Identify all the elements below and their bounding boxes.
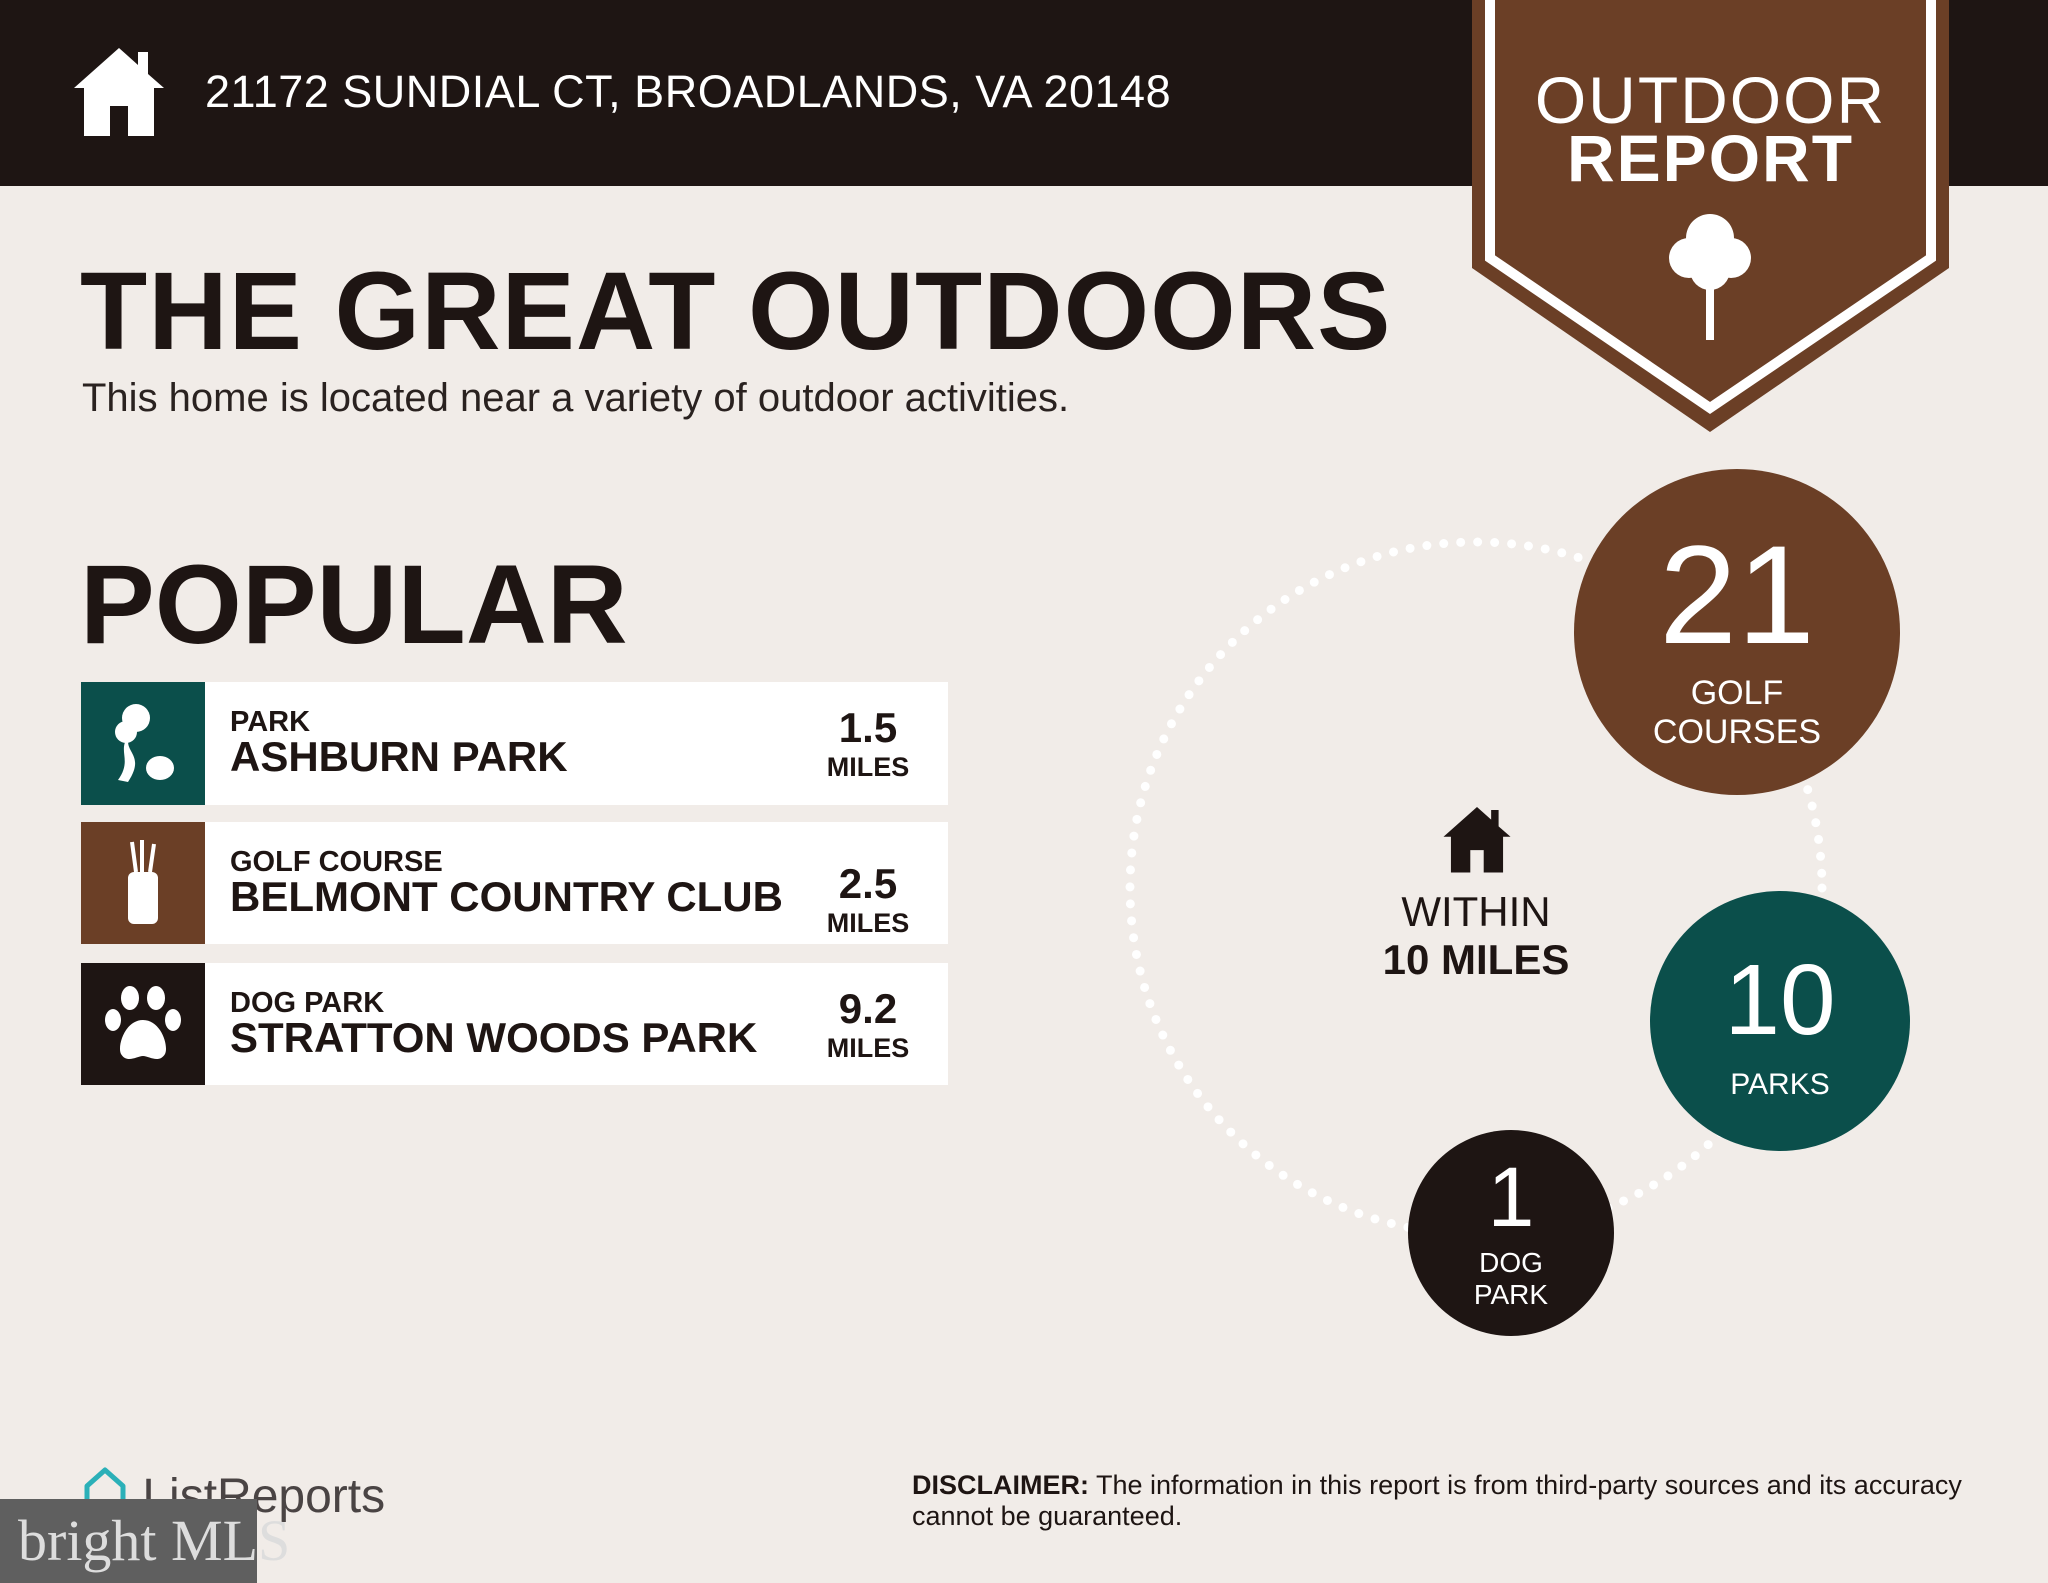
item-distance: 2.5 <box>838 860 898 907</box>
golf-courses-stat: 21 GOLF COURSES <box>1574 469 1900 795</box>
stat-label: COURSES <box>1652 713 1822 751</box>
stat-label: PARKS <box>1730 1068 1830 1101</box>
watermark-text: bright MLS <box>18 1508 291 1573</box>
home-icon <box>74 48 164 136</box>
popular-item: GOLF COURSE BELMONT COUNTRY CLUB 2.5 MILE… <box>81 822 948 944</box>
item-category: GOLF COURSE <box>230 846 443 878</box>
item-name: BELMONT COUNTRY CLUB <box>230 873 783 920</box>
stat-count: 1 <box>1487 1150 1535 1244</box>
item-name: ASHBURN PARK <box>230 733 568 780</box>
item-category: PARK <box>230 706 311 738</box>
item-distance-unit: MILES <box>826 908 910 938</box>
bright-mls-watermark: bright MLS <box>0 1499 290 1583</box>
stat-label: GOLF <box>1690 674 1784 712</box>
badge-title-line1: OUTDOOR <box>1534 63 1887 137</box>
item-distance: 1.5 <box>838 704 898 751</box>
home-icon <box>1443 806 1511 873</box>
item-distance: 9.2 <box>838 985 898 1032</box>
stat-count: 21 <box>1659 516 1815 673</box>
radius-label-line2: 10 MILES <box>1382 936 1570 983</box>
radius-label-line1: WITHIN <box>1401 888 1551 935</box>
disclaimer-text: The information in this report is from t… <box>912 1470 1962 1531</box>
disclaimer-label: DISCLAIMER: <box>912 1470 1089 1500</box>
golf-bag-icon <box>81 822 205 944</box>
page-title: THE GREAT OUTDOORS <box>80 250 1392 373</box>
popular-item: PARK ASHBURN PARK 1.5 MILES <box>81 682 948 805</box>
badge-title-line2: REPORT <box>1566 121 1855 195</box>
item-category: DOG PARK <box>230 987 385 1019</box>
item-distance-unit: MILES <box>826 1033 910 1063</box>
dog-park-stat: 1 DOG PARK <box>1408 1130 1614 1336</box>
stat-label: DOG <box>1479 1247 1543 1278</box>
popular-item: DOG PARK STRATTON WOODS PARK 9.2 MILES <box>81 963 948 1085</box>
popular-heading: POPULAR <box>80 542 628 667</box>
stat-label: PARK <box>1473 1279 1549 1310</box>
disclaimer: DISCLAIMER: The information in this repo… <box>912 1470 1992 1532</box>
page-subtitle: This home is located near a variety of o… <box>82 376 1070 420</box>
paw-icon <box>81 963 205 1085</box>
item-name: STRATTON WOODS PARK <box>230 1014 758 1061</box>
stat-count: 10 <box>1724 944 1836 1056</box>
parks-stat: 10 PARKS <box>1650 891 1910 1151</box>
park-trees-icon <box>81 682 205 805</box>
item-distance-unit: MILES <box>826 752 910 782</box>
property-address: 21172 SUNDIAL CT, BROADLANDS, VA 20148 <box>205 66 1172 117</box>
tree-icon <box>1669 214 1751 340</box>
